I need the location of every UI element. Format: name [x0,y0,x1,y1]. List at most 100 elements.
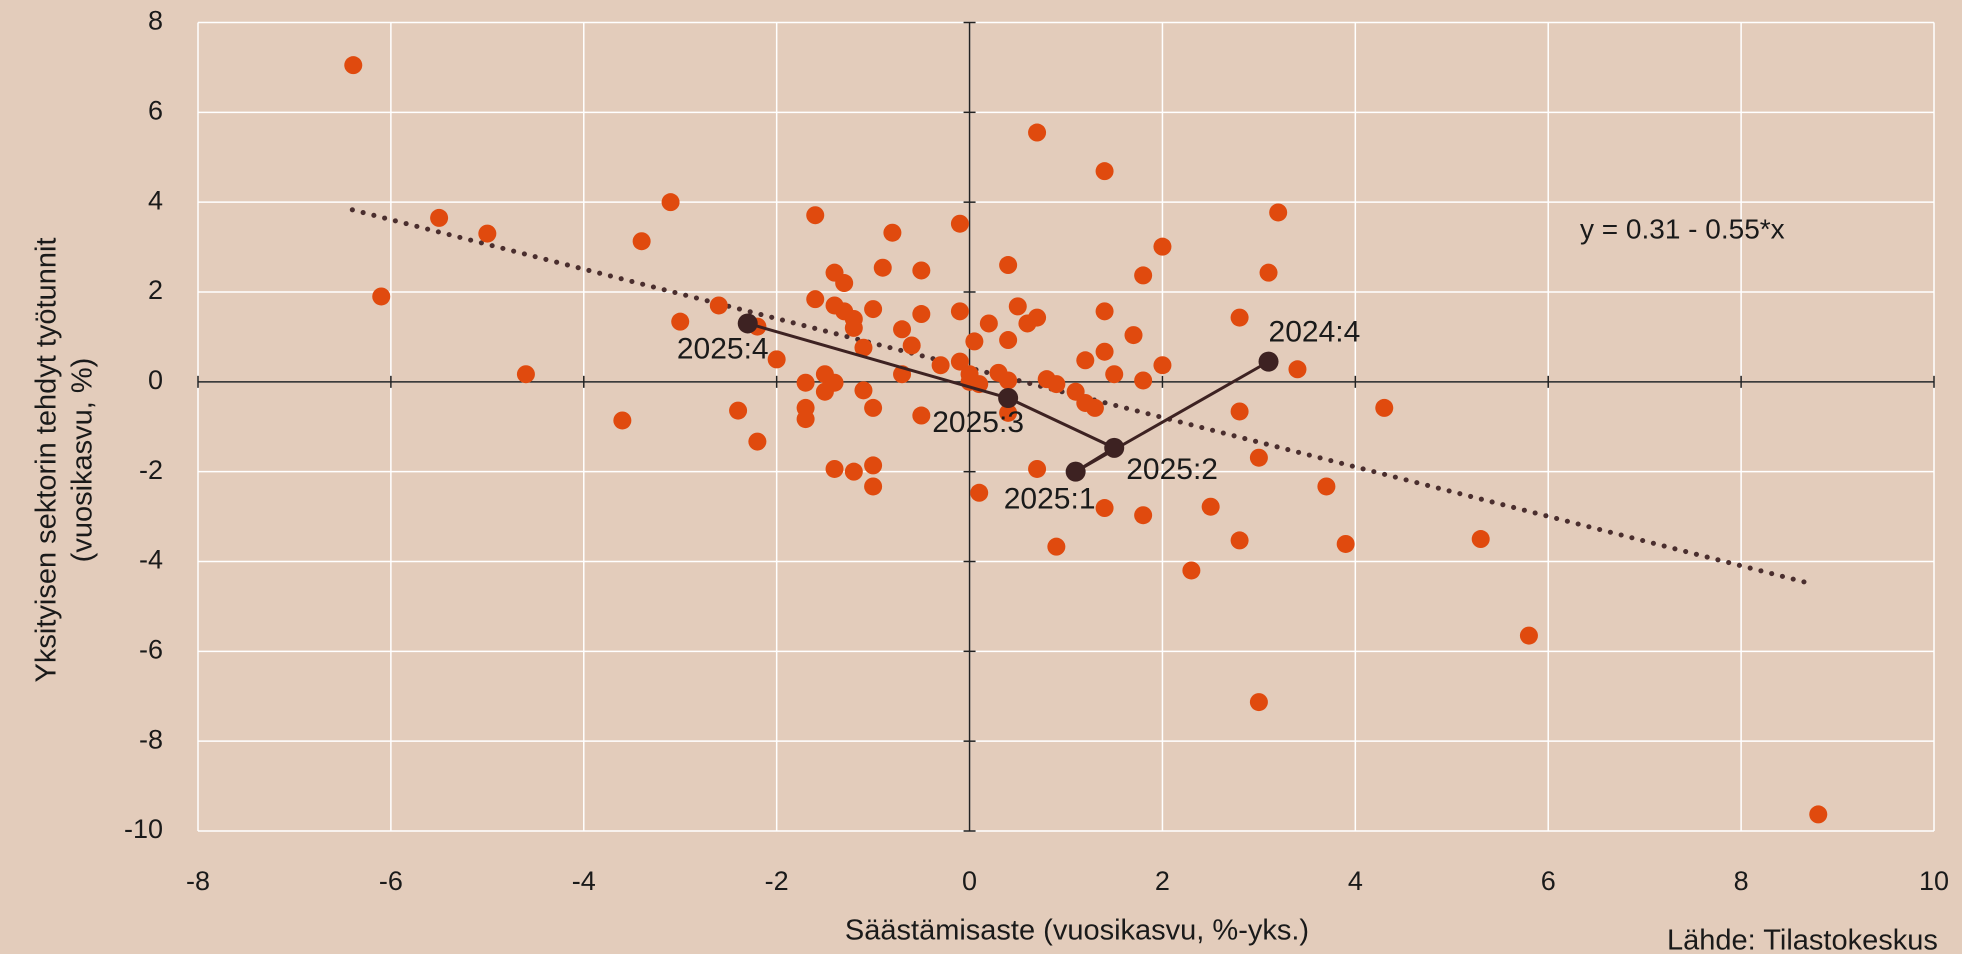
point [912,406,931,425]
point [1134,371,1153,390]
point [893,320,912,339]
point [999,331,1018,350]
point [796,410,815,429]
point [1095,302,1114,321]
point [1809,805,1828,824]
point [748,432,767,451]
point [478,224,497,243]
trendline [349,207,1812,586]
equation-annotation: y = 0.31 - 0.55*x [1580,213,1785,244]
highlight-point [737,313,758,334]
point [979,314,998,333]
point [950,214,969,233]
point [1008,297,1027,316]
point [806,206,825,225]
point [902,336,921,355]
point [1028,308,1047,327]
point [344,56,363,75]
point-label: 2025:1 [1004,483,1096,516]
point [912,305,931,324]
point-label: 2025:4 [677,332,769,365]
point [709,296,728,315]
highlight-point [1104,437,1125,458]
point [1288,360,1307,379]
y-tick-label: -10 [124,814,163,844]
highlight-point [1258,351,1279,372]
point [1201,497,1220,516]
point [1095,499,1114,518]
point [1076,351,1095,370]
point [372,287,391,306]
point [931,356,950,375]
point [729,401,748,420]
point [1269,203,1288,222]
point [1153,237,1172,256]
point [661,193,680,212]
point [1134,506,1153,525]
y-tick-label: -6 [139,634,163,664]
point [1095,342,1114,361]
x-tick-label: -6 [379,866,403,896]
point [844,462,863,481]
point [1124,326,1143,345]
point [1230,531,1249,550]
point [767,350,786,369]
point [671,312,690,331]
point [1249,448,1268,467]
point [1028,459,1047,478]
point [1095,162,1114,181]
y-axis-label-line: Yksityisen sektorin tehdyt työtunnit [31,238,63,683]
y-tick-label: -8 [139,724,163,754]
point [1153,356,1172,375]
point [912,261,931,280]
y-tick-label: -4 [139,545,163,575]
y-axis-label: Yksityisen sektorin tehdyt työtunnit (vu… [31,238,99,683]
x-tick-label: 2 [1155,866,1170,896]
point [1249,693,1268,712]
point [825,373,844,392]
x-tick-label: 10 [1919,866,1949,896]
y-tick-label: 0 [148,365,163,395]
point [835,274,854,293]
y-tick-label: 6 [148,95,163,125]
x-axis-label: Säästämisaste (vuosikasvu, %-yks.) [845,915,1309,947]
source: Lähde: Tilastokeskus [1667,925,1938,954]
point [1375,398,1394,417]
point [864,477,883,496]
point [999,256,1018,275]
point [883,223,902,242]
point [516,365,535,384]
point [1336,534,1355,553]
highlight-point [1065,461,1086,482]
point [1471,530,1490,549]
point [970,483,989,502]
point [844,318,863,337]
y-axis-label-line: (vuosikasvu, %) [67,358,99,563]
point [864,456,883,475]
point [854,338,873,357]
point [796,373,815,392]
point [1519,626,1538,645]
point [1182,561,1201,580]
y-tick-label: -2 [139,455,163,485]
point [613,411,632,430]
point [999,371,1018,390]
point [1085,398,1104,417]
point [825,459,844,478]
point [950,352,969,371]
point [854,381,873,400]
point [806,290,825,309]
y-tick-label: 2 [148,275,163,305]
point [965,332,984,351]
point [1134,266,1153,285]
point [873,258,892,277]
grid [197,21,1935,832]
point [950,302,969,321]
point-label: 2024:4 [1269,316,1361,349]
point [632,232,651,251]
point [1230,402,1249,421]
x-tick-label: -2 [765,866,789,896]
